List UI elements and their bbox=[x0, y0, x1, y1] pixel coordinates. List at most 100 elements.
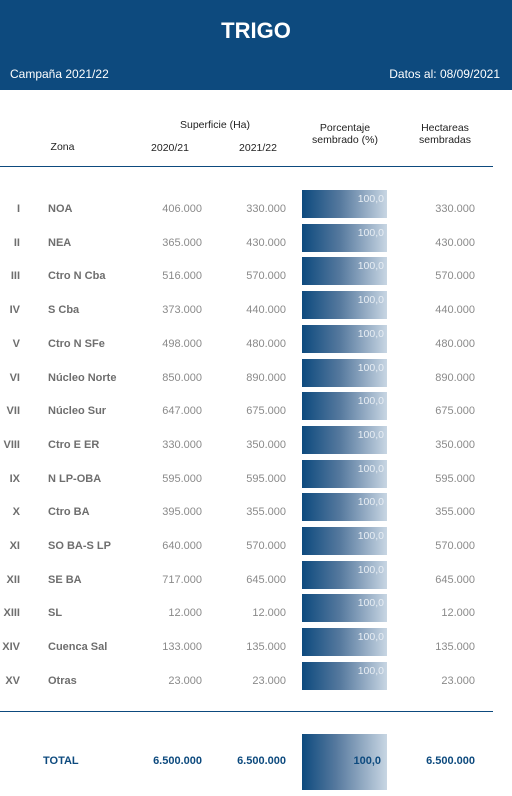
campaign-label: Campaña 2021/22 bbox=[10, 67, 109, 81]
hectares-sown: 430.000 bbox=[435, 236, 475, 249]
hectares-sown: 135.000 bbox=[435, 641, 475, 654]
year1-header: 2020/21 bbox=[151, 142, 189, 154]
hectares-sown: 675.000 bbox=[435, 405, 475, 418]
year2-header: 2021/22 bbox=[239, 142, 277, 154]
hectares-sown: 330.000 bbox=[435, 203, 475, 215]
percentage-bar bbox=[302, 291, 387, 320]
header-banner: TRIGO Campaña 2021/22 Datos al: 08/09/20… bbox=[0, 0, 512, 90]
table-row: V Ctro N SFe 498.000 480.000 100,0 480.000 bbox=[0, 324, 512, 358]
hectares-header: Hectareas sembradas bbox=[395, 122, 495, 146]
percentage-value: 100,0 bbox=[357, 597, 384, 610]
surface-2021-22: 480.000 bbox=[246, 337, 286, 350]
table-row: XI SO BA-S LP 640.000 570.000 100,0 570.000 bbox=[0, 527, 512, 560]
surface-2021-22: 570.000 bbox=[246, 270, 286, 283]
percentage-bar bbox=[302, 223, 387, 252]
surface-2021-22: 355.000 bbox=[246, 506, 286, 519]
hectares-sown: 645.000 bbox=[435, 573, 475, 586]
zone-number: XII bbox=[6, 573, 20, 586]
percentage-value: 100,0 bbox=[357, 496, 384, 509]
percentage-bar bbox=[302, 493, 387, 522]
surface-2020-21: 647.000 bbox=[162, 405, 202, 418]
zone-name: SE BA bbox=[48, 573, 82, 586]
table-row: I NOA 406.000 330.000 100,0 330.000 bbox=[0, 190, 512, 223]
percentage-value: 100,0 bbox=[357, 530, 384, 542]
percentage-bar bbox=[302, 392, 387, 421]
percentage-value: 100,0 bbox=[357, 395, 384, 408]
hectares-sown: 355.000 bbox=[435, 506, 475, 519]
total-hectares: 6.500.000 bbox=[426, 755, 475, 767]
zone-number: IX bbox=[9, 472, 20, 485]
total-surface-2020-21: 6.500.000 bbox=[153, 755, 202, 767]
zone-number: XV bbox=[5, 674, 20, 687]
zone-number: VII bbox=[6, 405, 20, 418]
table-row: XV Otras 23.000 23.000 100,0 23.000 bbox=[0, 661, 512, 695]
percentage-bar bbox=[302, 628, 387, 657]
surface-2020-21: 717.000 bbox=[162, 573, 202, 586]
header-divider bbox=[0, 166, 493, 167]
percentage-bar bbox=[302, 425, 387, 454]
hectares-sown: 12.000 bbox=[441, 607, 475, 620]
surface-2020-21: 640.000 bbox=[162, 540, 202, 552]
surface-2020-21: 133.000 bbox=[162, 641, 202, 654]
zone-name: Núcleo Norte bbox=[48, 371, 117, 384]
hectares-sown: 350.000 bbox=[435, 438, 475, 451]
surface-2020-21: 373.000 bbox=[162, 304, 202, 317]
zone-number: V bbox=[12, 337, 20, 350]
zone-header: Zona bbox=[50, 141, 75, 153]
surface-2021-22: 330.000 bbox=[246, 203, 286, 215]
zone-number: X bbox=[12, 506, 20, 519]
table-row: XIV Cuenca Sal 133.000 135.000 100,0 135.000 bbox=[0, 628, 512, 661]
surface-2021-22: 23.000 bbox=[252, 674, 286, 687]
surface-2020-21: 498.000 bbox=[162, 337, 202, 350]
surface-2020-21: 23.000 bbox=[168, 674, 202, 687]
percentage-header-line2: sembrado (%) bbox=[312, 134, 378, 146]
hectares-sown: 570.000 bbox=[435, 540, 475, 552]
surface-2021-22: 12.000 bbox=[252, 607, 286, 620]
percentage-value: 100,0 bbox=[357, 361, 384, 374]
percentage-bar bbox=[302, 527, 387, 555]
surface-2021-22: 675.000 bbox=[246, 405, 286, 418]
percentage-header: Porcentaje sembrado (%) bbox=[295, 122, 395, 146]
surface-2021-22: 645.000 bbox=[246, 573, 286, 586]
percentage-value: 100,0 bbox=[357, 193, 384, 205]
zone-number: XIV bbox=[2, 641, 20, 654]
surface-2020-21: 12.000 bbox=[168, 607, 202, 620]
zone-name: S Cba bbox=[48, 304, 80, 317]
zone-number: VI bbox=[9, 371, 20, 384]
total-surface-2021-22: 6.500.000 bbox=[237, 755, 286, 767]
table-row: VI Núcleo Norte 850.000 890.000 100,0 890.000 bbox=[0, 358, 512, 392]
surface-2020-21: 595.000 bbox=[162, 472, 202, 485]
surface-2020-21: 406.000 bbox=[162, 203, 202, 215]
zone-number: III bbox=[10, 270, 20, 283]
table-row: XII SE BA 717.000 645.000 100,0 645.000 bbox=[0, 560, 512, 594]
surface-2021-22: 440.000 bbox=[246, 304, 286, 317]
zone-number: XIII bbox=[3, 607, 20, 620]
zone-name: Ctro BA bbox=[48, 506, 90, 519]
percentage-value: 100,0 bbox=[357, 563, 384, 576]
page-title: TRIGO bbox=[221, 18, 291, 43]
hectares-header-line1: Hectareas bbox=[421, 122, 469, 134]
zone-name: Otras bbox=[48, 674, 77, 687]
table-row: XIII SL 12.000 12.000 100,0 12.000 bbox=[0, 594, 512, 627]
hectares-sown: 570.000 bbox=[435, 270, 475, 283]
table-row: X Ctro BA 395.000 355.000 100,0 355.000 bbox=[0, 493, 512, 526]
percentage-value: 100,0 bbox=[357, 462, 384, 475]
zone-name: NEA bbox=[48, 236, 72, 249]
percentage-bar bbox=[302, 560, 387, 589]
surface-header: Superficie (Ha) bbox=[179, 119, 251, 131]
percentage-value: 100,0 bbox=[357, 631, 384, 644]
surface-2021-22: 570.000 bbox=[246, 540, 286, 552]
percentage-bar bbox=[302, 324, 387, 353]
percentage-value: 100,0 bbox=[357, 327, 384, 340]
percentage-bar bbox=[302, 190, 387, 218]
hectares-sown: 595.000 bbox=[435, 472, 475, 485]
data-date: Datos al: 08/09/2021 bbox=[389, 67, 500, 81]
surface-2021-22: 430.000 bbox=[246, 236, 286, 249]
hectares-sown: 480.000 bbox=[435, 337, 475, 350]
zone-name: Núcleo Sur bbox=[48, 405, 107, 418]
surface-2020-21: 330.000 bbox=[162, 438, 202, 451]
total-label: TOTAL bbox=[43, 755, 79, 767]
zone-name: Ctro N Cba bbox=[48, 270, 106, 283]
table-row: III Ctro N Cba 516.000 570.000 100,0 570.000 bbox=[0, 257, 512, 290]
zone-number: XI bbox=[9, 540, 20, 552]
